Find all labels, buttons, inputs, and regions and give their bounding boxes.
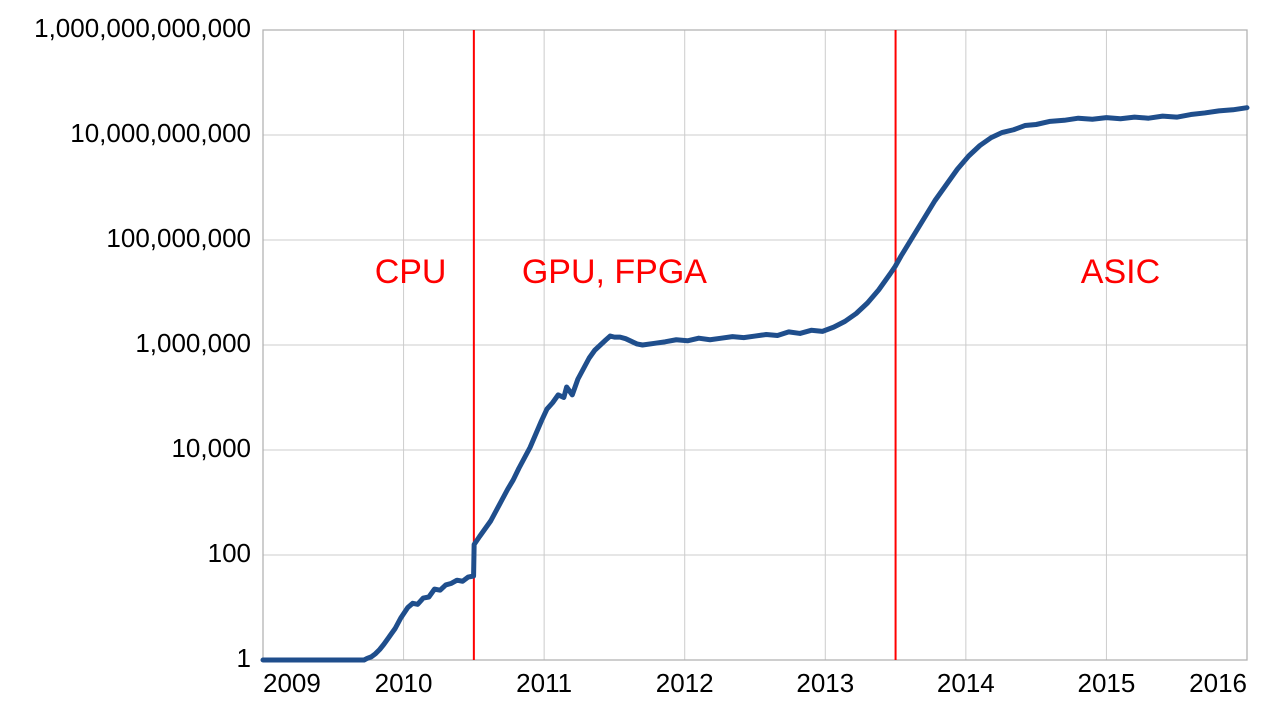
- era-label: CPU: [375, 253, 447, 291]
- hashrate-log-chart: CPU GPU, FPGA ASIC 1 100 10,000 1,000,000 100,…: [0, 0, 1280, 720]
- y-tick-label: 1,000,000,000,000: [34, 13, 251, 43]
- chart-background: [0, 0, 1280, 720]
- y-tick-label: 10,000,000,000: [70, 118, 251, 148]
- era-label: GPU, FPGA: [522, 253, 707, 291]
- x-tick-label: 2014: [937, 668, 995, 698]
- y-tick-label: 1: [237, 643, 251, 673]
- era-label: ASIC: [1081, 253, 1160, 291]
- x-tick-label: 2011: [516, 668, 572, 698]
- x-tick-label: 2016: [1189, 668, 1247, 698]
- x-tick-label: 2013: [796, 668, 854, 698]
- y-tick-label: 100,000,000: [106, 223, 251, 253]
- x-tick-label: 2015: [1078, 668, 1136, 698]
- x-tick-label: 2010: [375, 668, 433, 698]
- y-tick-label: 100: [208, 538, 251, 568]
- x-tick-label: 2009: [263, 668, 321, 698]
- y-tick-label: 10,000: [171, 433, 251, 463]
- y-tick-label: 1,000,000: [135, 328, 251, 358]
- x-tick-label: 2012: [656, 668, 714, 698]
